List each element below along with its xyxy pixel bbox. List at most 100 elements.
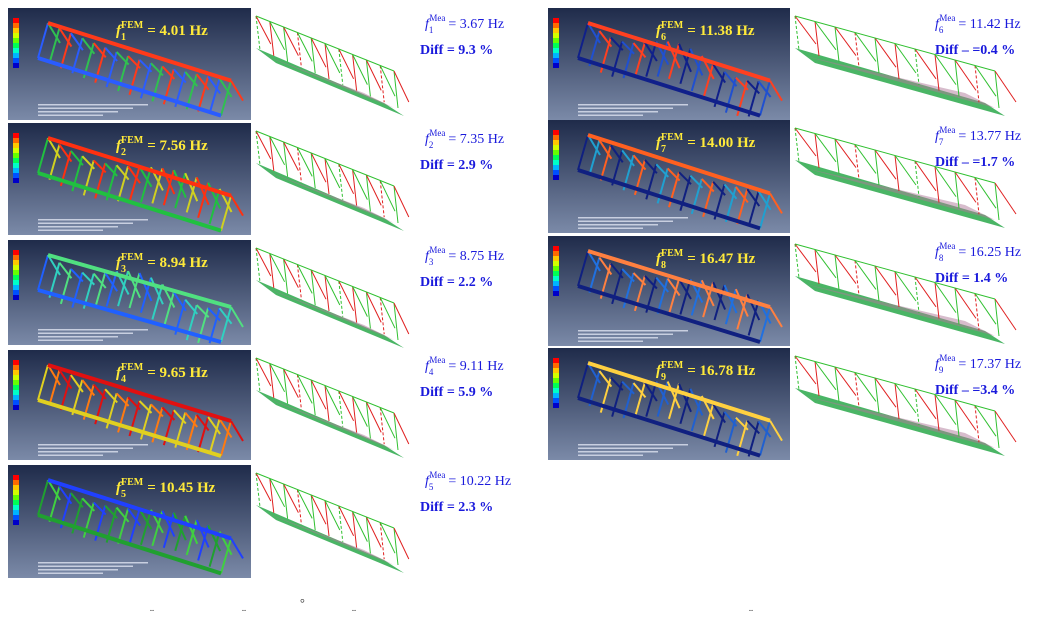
legend-swatch xyxy=(553,130,559,135)
measured-frequency-label: f8Mea= 16.25 Hz xyxy=(935,241,1021,263)
difference-label: Diff – =1.7 % xyxy=(935,155,1015,170)
info-text-line xyxy=(578,444,688,446)
wire xyxy=(284,27,299,56)
legend-swatch xyxy=(13,485,19,490)
subscript: 2 xyxy=(429,140,434,150)
wire xyxy=(311,495,326,524)
difference-label: Diff = 1.4 % xyxy=(935,271,1008,286)
difference-label: Diff = 2.9 % xyxy=(420,158,493,173)
legend-swatch xyxy=(553,266,559,271)
legend-swatch xyxy=(553,368,559,373)
info-text-line xyxy=(578,224,658,226)
legend-swatch xyxy=(553,155,559,160)
superscript: FEM xyxy=(121,477,144,488)
wire xyxy=(311,380,326,409)
wire xyxy=(325,276,340,306)
legend-swatch xyxy=(13,400,19,405)
wire xyxy=(394,71,398,108)
legend-swatch xyxy=(13,395,19,400)
legend-swatch xyxy=(553,18,559,23)
wire xyxy=(366,292,370,328)
mode-panel: f7FEM= 14.00 Hzf7Mea= 13.77 HzDiff – =1.… xyxy=(548,120,1021,233)
legend-swatch xyxy=(13,153,19,158)
wire xyxy=(394,413,398,450)
wire xyxy=(855,145,876,174)
frequency: = 9.11 Hz xyxy=(448,359,503,374)
wire xyxy=(270,137,274,171)
wire xyxy=(394,413,409,444)
legend-swatch xyxy=(13,380,19,385)
wire xyxy=(366,517,370,553)
wire xyxy=(366,60,370,96)
wire xyxy=(311,38,326,67)
info-text-line xyxy=(38,340,103,342)
wire xyxy=(394,303,409,334)
measured-frequency-label: f3Mea= 8.75 Hz xyxy=(425,245,504,267)
wire xyxy=(311,380,315,415)
frequency: = 10.45 Hz xyxy=(147,480,215,496)
superscript: FEM xyxy=(121,135,144,146)
footer-mark: ¨ xyxy=(752,586,756,600)
legend-swatch xyxy=(553,383,559,388)
legend-swatch xyxy=(13,138,19,143)
mode-panel: f2FEM= 7.56 Hzf2Mea= 7.35 HzDiff = 2.9 % xyxy=(8,123,504,235)
info-text-line xyxy=(38,223,133,225)
wire xyxy=(325,44,340,74)
wire xyxy=(795,128,816,156)
legend-swatch xyxy=(13,390,19,395)
wire xyxy=(325,276,329,312)
wire xyxy=(325,159,329,195)
legend-swatch xyxy=(13,515,19,520)
wire xyxy=(284,484,288,519)
legend-swatch xyxy=(13,375,19,380)
legend-swatch xyxy=(553,403,559,408)
wire xyxy=(394,186,409,217)
frequency: = 17.37 Hz xyxy=(958,357,1021,372)
subscript: 3 xyxy=(429,257,434,267)
wire xyxy=(297,148,312,177)
mode-panel: f9FEM= 16.78 Hzf9Mea= 17.37 HzDiff – =3.… xyxy=(548,348,1021,460)
wire xyxy=(270,364,285,392)
wire xyxy=(366,175,370,211)
info-text-line xyxy=(38,336,118,338)
superscript: Mea xyxy=(429,128,445,138)
legend-swatch xyxy=(553,160,559,165)
frequency: = 10.22 Hz xyxy=(448,474,511,489)
wire xyxy=(270,479,274,513)
wire xyxy=(339,49,354,79)
info-text-line xyxy=(38,111,118,113)
measured-frequency-label: f2Mea= 7.35 Hz xyxy=(425,128,504,150)
frequency: = 9.65 Hz xyxy=(147,365,208,381)
wire xyxy=(311,38,315,73)
legend-swatch xyxy=(553,256,559,261)
mode-panel: f6FEM= 11.38 Hzf6Mea= 11.42 HzDiff – =0.… xyxy=(548,8,1021,120)
wire xyxy=(339,281,343,317)
info-text-line xyxy=(38,455,103,457)
info-text-line xyxy=(38,219,148,221)
info-text-line xyxy=(38,115,103,117)
superscript: Mea xyxy=(939,125,955,135)
wire xyxy=(270,22,274,56)
wire xyxy=(394,528,409,559)
difference-label: Diff – =3.4 % xyxy=(935,383,1015,398)
legend-swatch xyxy=(13,280,19,285)
info-text-line xyxy=(578,337,658,339)
legend-swatch xyxy=(13,43,19,48)
info-text-line xyxy=(578,115,643,117)
legend-swatch xyxy=(13,495,19,500)
footer-mark: ¨ xyxy=(242,606,246,620)
wire xyxy=(284,142,288,177)
footer-mark: ¨ xyxy=(150,606,154,620)
info-text-line xyxy=(578,108,673,110)
legend-swatch xyxy=(553,271,559,276)
legend-swatch xyxy=(13,23,19,28)
legend-swatch xyxy=(553,38,559,43)
legend-swatch xyxy=(13,48,19,53)
legend-swatch xyxy=(553,58,559,63)
subscript: 1 xyxy=(429,25,434,35)
superscript: FEM xyxy=(121,362,144,373)
frequency: = 16.78 Hz xyxy=(687,363,755,379)
wire xyxy=(256,16,271,44)
legend-swatch xyxy=(13,290,19,295)
wire xyxy=(270,364,274,398)
